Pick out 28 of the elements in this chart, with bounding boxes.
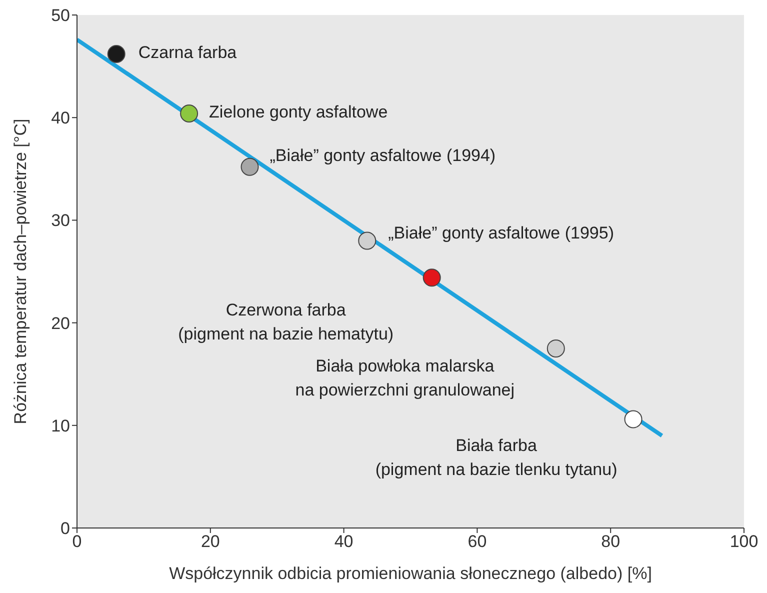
annotation: Biała powłoka malarska na powierzchni granulowanej (295, 356, 515, 400)
point (422, 268, 441, 287)
annotation: Zielone gonty asfaltowe (209, 102, 388, 122)
annotation: Biała farba (pigment na bazie tlenku tytanu) (375, 436, 618, 480)
point (546, 339, 565, 358)
point (624, 410, 642, 428)
x-tick-label: 0 (72, 532, 82, 552)
x-tick-label: 20 (200, 532, 220, 552)
y-tick-label: 0 (60, 519, 70, 538)
y-axis-title: Różnica temperatur dach–powietrze [°C] (11, 118, 30, 424)
annotation: Czerwona farba (pigment na bazie hematytu) (178, 301, 394, 344)
point (240, 158, 259, 176)
y-tick-label: 40 (51, 108, 70, 128)
x-tick-label: 80 (601, 532, 620, 552)
x-axis-title: Współczynnik odbicia promieniowania słonecznego (albedo) [%] (169, 564, 652, 583)
point (180, 104, 198, 122)
annotation: Czarna farba (138, 43, 238, 62)
x-tick-label: 60 (468, 532, 487, 552)
y-tick-label: 50 (51, 6, 70, 26)
point (107, 44, 126, 63)
y-tick-label: 10 (51, 416, 70, 436)
y-tick-label: 20 (51, 314, 70, 333)
x-tick-label: 100 (730, 532, 758, 552)
y-tick-label: 30 (51, 211, 70, 230)
annotation: „Białe” gonty asfaltowe (1994) (270, 146, 496, 166)
point (358, 232, 376, 250)
annotation: „Białe” gonty asfaltowe (1995) (388, 224, 614, 244)
x-tick-label: 40 (334, 532, 354, 552)
